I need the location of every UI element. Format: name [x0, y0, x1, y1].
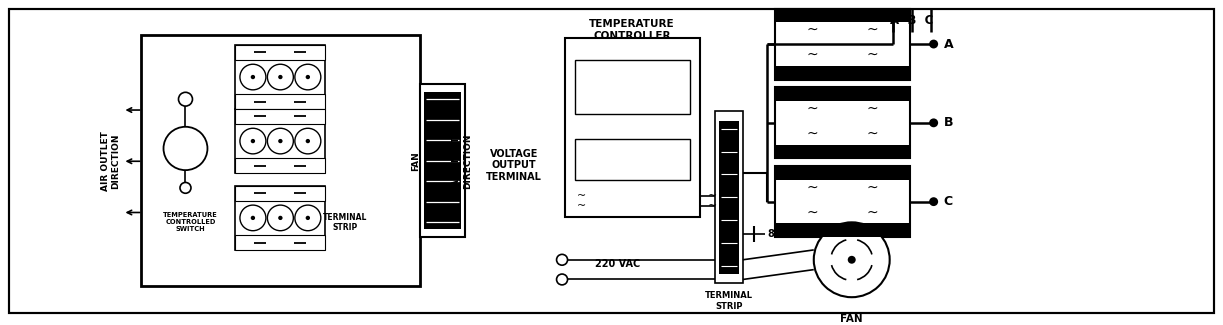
Text: FAN: FAN	[840, 314, 863, 324]
Text: B: B	[944, 116, 953, 129]
Text: ~: ~	[807, 126, 818, 140]
Circle shape	[278, 216, 283, 220]
Circle shape	[251, 139, 256, 143]
Text: 220 VAC: 220 VAC	[596, 259, 641, 269]
Circle shape	[556, 274, 567, 285]
Text: ~: ~	[807, 205, 818, 219]
Circle shape	[813, 222, 889, 297]
Bar	[236, 45, 325, 109]
Bar	[775, 8, 910, 22]
Circle shape	[306, 216, 311, 220]
Text: ~: ~	[708, 191, 717, 201]
Bar	[236, 94, 325, 109]
Bar	[775, 223, 910, 237]
Circle shape	[295, 128, 320, 154]
Text: ~: ~	[807, 102, 818, 116]
Text: ~: ~	[577, 191, 586, 201]
Bar	[775, 87, 910, 158]
Circle shape	[240, 205, 265, 231]
Text: FAN: FAN	[411, 151, 419, 171]
Bar	[565, 38, 700, 217]
Circle shape	[268, 64, 294, 90]
Bar	[775, 145, 910, 158]
Circle shape	[240, 64, 265, 90]
Text: ~: ~	[866, 23, 878, 37]
Circle shape	[295, 64, 320, 90]
Circle shape	[268, 205, 294, 231]
Text: TERMINAL
STRIP: TERMINAL STRIP	[323, 213, 367, 232]
Text: ~: ~	[807, 48, 818, 62]
Circle shape	[306, 75, 311, 79]
Text: AIR INLET
DIRECTION: AIR INLET DIRECTION	[453, 134, 472, 189]
Bar	[775, 166, 910, 180]
Circle shape	[179, 92, 192, 106]
Circle shape	[929, 40, 938, 48]
Bar	[236, 186, 325, 201]
Text: A  B  C: A B C	[890, 14, 933, 27]
Circle shape	[556, 254, 567, 265]
Circle shape	[929, 118, 938, 127]
Text: C: C	[944, 195, 953, 208]
Circle shape	[251, 216, 256, 220]
Text: AIR OUTLET
DIRECTION: AIR OUTLET DIRECTION	[100, 131, 120, 191]
Text: ~: ~	[866, 48, 878, 62]
Circle shape	[164, 127, 208, 170]
Text: ~: ~	[866, 205, 878, 219]
Text: ~: ~	[807, 23, 818, 37]
Text: A: A	[944, 38, 953, 51]
Bar	[719, 121, 739, 274]
Circle shape	[180, 182, 191, 193]
Bar	[775, 166, 910, 237]
Bar	[236, 158, 325, 173]
Bar	[421, 84, 465, 237]
Text: ~: ~	[866, 126, 878, 140]
Circle shape	[268, 128, 294, 154]
Bar	[575, 60, 690, 114]
Text: ~: ~	[577, 201, 586, 211]
Circle shape	[251, 75, 256, 79]
Bar	[236, 235, 325, 250]
Circle shape	[929, 197, 938, 206]
Text: TERMINAL
STRIP: TERMINAL STRIP	[704, 292, 753, 311]
Bar	[424, 92, 461, 229]
Circle shape	[295, 205, 320, 231]
Bar	[575, 138, 690, 180]
Bar	[236, 109, 325, 124]
Circle shape	[240, 128, 265, 154]
Circle shape	[306, 139, 311, 143]
Bar	[775, 87, 910, 101]
Text: ~: ~	[866, 180, 878, 194]
Text: ~: ~	[708, 201, 717, 211]
Bar	[775, 8, 910, 80]
Text: ~: ~	[866, 102, 878, 116]
Bar	[236, 109, 325, 173]
Circle shape	[848, 256, 856, 264]
Text: 85℃: 85℃	[768, 229, 794, 239]
Text: VOLTAGE
OUTPUT
TERMINAL: VOLTAGE OUTPUT TERMINAL	[487, 149, 542, 182]
Text: TEMPERATURE
CONTROLLER: TEMPERATURE CONTROLLER	[589, 20, 675, 41]
Circle shape	[278, 139, 283, 143]
Bar	[141, 35, 421, 286]
Text: TEMPERATURE
CONTROLLED
SWITCH: TEMPERATURE CONTROLLED SWITCH	[163, 212, 218, 232]
Bar	[775, 66, 910, 80]
Circle shape	[278, 75, 283, 79]
Bar	[715, 111, 742, 283]
Bar	[236, 186, 325, 250]
Bar	[236, 45, 325, 60]
Text: ~: ~	[807, 180, 818, 194]
